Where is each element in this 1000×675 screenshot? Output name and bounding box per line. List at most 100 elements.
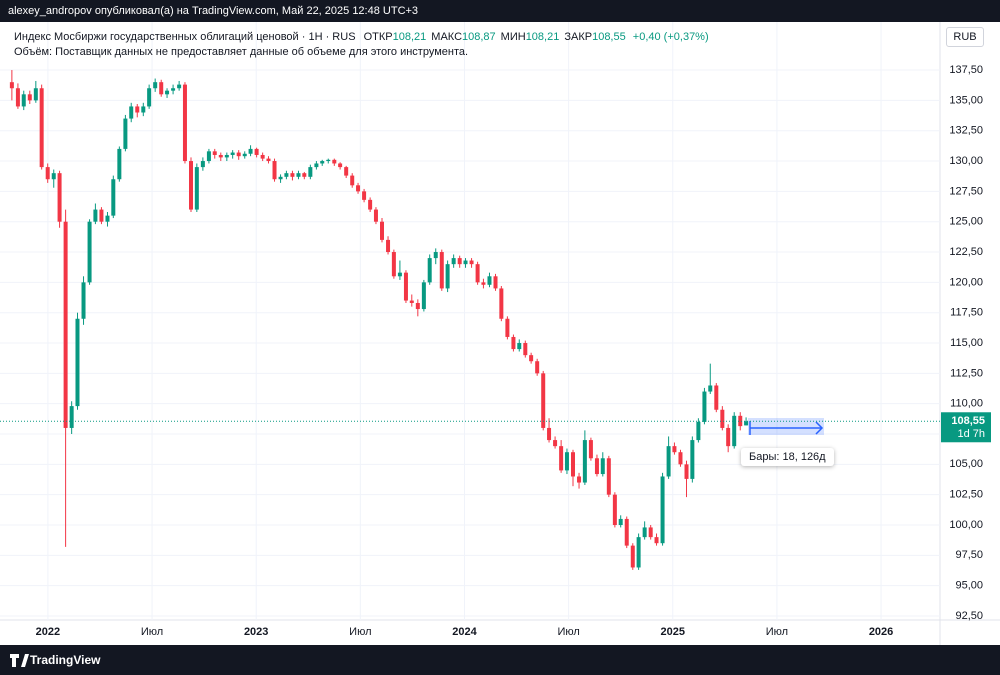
currency-button[interactable]: RUB [946, 27, 984, 47]
y-tick-label: 125,00 [949, 216, 983, 228]
y-tick-label: 122,50 [949, 246, 983, 258]
candle-body [177, 84, 182, 89]
candle-body [409, 300, 414, 303]
candle-body [230, 152, 235, 155]
candle-body [451, 258, 456, 265]
candle-body [212, 151, 217, 155]
y-tick-label: 92,50 [955, 610, 983, 622]
candle-body [171, 88, 176, 91]
candle-body [69, 406, 74, 428]
candle-body [391, 252, 396, 277]
last-price-box [941, 412, 991, 443]
candle-body [129, 106, 134, 119]
ohlc-value: 108,55 [592, 31, 626, 43]
measure-arrow-head [815, 421, 824, 435]
candle-body [696, 421, 701, 441]
candle-body [194, 167, 199, 210]
ohlc-key: МАКС [431, 31, 463, 43]
ohlc-key: ОТКР [363, 31, 393, 43]
candle-body [380, 221, 384, 240]
candle-body [63, 221, 68, 428]
candle-body [463, 260, 468, 265]
candle-body [475, 264, 480, 283]
candle-body [182, 84, 187, 162]
candle-body [165, 90, 170, 95]
candle-body [302, 173, 307, 177]
candle-body [523, 343, 528, 356]
symbol-title: Индекс Мосбиржи государственных облигаци… [14, 31, 356, 43]
candle-body [135, 106, 140, 113]
candle-body [654, 537, 659, 544]
candle-body [21, 94, 26, 107]
measure-box [748, 418, 824, 435]
candle-body [672, 446, 677, 453]
candle-body [356, 185, 361, 192]
candle-body [81, 282, 86, 319]
legend-row: Индекс Мосбиржи государственных облигаци… [14, 30, 709, 45]
candle-body [684, 464, 689, 479]
candle-body [266, 158, 271, 162]
measure-label: Бары: 18, 126д [741, 448, 834, 466]
candle-body [9, 82, 14, 89]
candle-body [338, 163, 343, 168]
candle-body [272, 161, 277, 180]
candle-body [117, 148, 122, 180]
candle-body [499, 288, 504, 319]
candle-body [511, 336, 516, 350]
candle-body [397, 272, 402, 277]
publisher-bar: alexey_andropov опубликовал(а) на Tradin… [0, 0, 1000, 22]
x-tick-label: 2023 [244, 626, 268, 638]
y-tick-label: 95,00 [955, 580, 983, 592]
candle-body [660, 476, 665, 544]
candles [9, 70, 749, 570]
candle-body [529, 355, 534, 362]
ohlc-key: ЗАКР [564, 31, 593, 43]
candle-body [648, 527, 653, 538]
candle-body [618, 518, 623, 526]
candle-body [481, 282, 486, 285]
candle-body [87, 221, 92, 283]
candle-body [296, 173, 301, 177]
candle-body [582, 440, 587, 483]
y-tick-label: 117,50 [950, 307, 983, 319]
candle-body [493, 276, 498, 289]
ohlc-value: 108,21 [392, 31, 427, 43]
ohlc-key: МИН [500, 31, 526, 43]
footer: TradingView [0, 645, 1000, 675]
candle-body [153, 82, 158, 89]
candle-body [445, 264, 450, 289]
candle-body [260, 154, 265, 159]
candle-body [415, 302, 420, 310]
ohlc-value: 108,87 [462, 31, 496, 43]
candle-body [553, 440, 558, 447]
candle-body [189, 161, 194, 210]
chart-background [0, 22, 1000, 645]
candle-body [99, 209, 104, 222]
candle-body [702, 391, 707, 422]
candle-body [744, 421, 749, 426]
candle-body [218, 154, 223, 158]
candle-body [105, 215, 110, 222]
legend: Индекс Мосбиржи государственных облигаци… [14, 30, 709, 60]
overlay [748, 418, 824, 435]
candle-body [51, 173, 56, 180]
candle-body [350, 175, 355, 186]
candle-body [386, 239, 391, 253]
candle-body [308, 167, 313, 177]
x-tick-label: Июл [141, 626, 163, 638]
candle-body [469, 260, 474, 265]
y-tick-label: 130,00 [949, 155, 983, 167]
candle-body [421, 282, 426, 310]
candle-body [738, 415, 743, 427]
y-tick-label: 132,50 [949, 125, 983, 137]
candle-body [248, 148, 253, 154]
candle-body [373, 209, 378, 222]
y-tick-label: 105,00 [949, 458, 983, 470]
candle-body [57, 173, 62, 222]
candle-body [630, 545, 635, 568]
candle-body [427, 258, 432, 283]
candle-body [111, 179, 116, 216]
y-tick-label: 100,00 [949, 519, 983, 531]
x-tick-label: 2026 [869, 626, 893, 638]
